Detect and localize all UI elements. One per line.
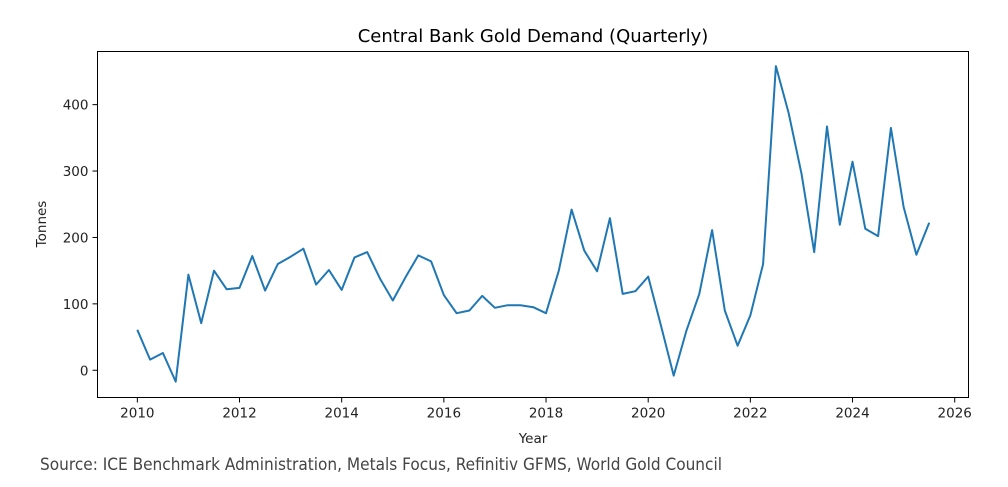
x-tick-label: 2024 bbox=[835, 406, 869, 422]
x-tick-label: 2010 bbox=[120, 406, 154, 422]
y-axis: 0 100 200 300 400 bbox=[63, 98, 98, 379]
line-chart: Central Bank Gold Demand (Quarterly) 201… bbox=[34, 26, 972, 447]
y-tick-label: 100 bbox=[63, 297, 89, 313]
axes-frame bbox=[97, 51, 969, 398]
x-tick-label: 2012 bbox=[222, 406, 256, 422]
y-tick-label: 0 bbox=[80, 363, 89, 379]
source-note: Source: ICE Benchmark Administration, Me… bbox=[40, 455, 722, 474]
x-axis: 2010 2012 2014 2016 2018 2020 2022 2024 2026 bbox=[120, 397, 972, 422]
x-tick-label: 2014 bbox=[325, 406, 359, 422]
plot-area bbox=[136, 65, 931, 383]
x-tick-label: 2018 bbox=[529, 406, 563, 422]
y-tick-label: 300 bbox=[63, 164, 89, 180]
chart-title: Central Bank Gold Demand (Quarterly) bbox=[358, 26, 709, 47]
y-axis-label: Tonnes bbox=[34, 201, 50, 249]
x-tick-label: 2016 bbox=[427, 406, 461, 422]
x-tick-label: 2020 bbox=[631, 406, 665, 422]
x-tick-label: 2022 bbox=[733, 406, 767, 422]
x-tick-label: 2026 bbox=[938, 406, 972, 422]
x-axis-label: Year bbox=[518, 431, 548, 447]
series-line-0 bbox=[136, 65, 931, 383]
y-tick-label: 400 bbox=[63, 98, 89, 114]
y-tick-label: 200 bbox=[63, 230, 89, 246]
